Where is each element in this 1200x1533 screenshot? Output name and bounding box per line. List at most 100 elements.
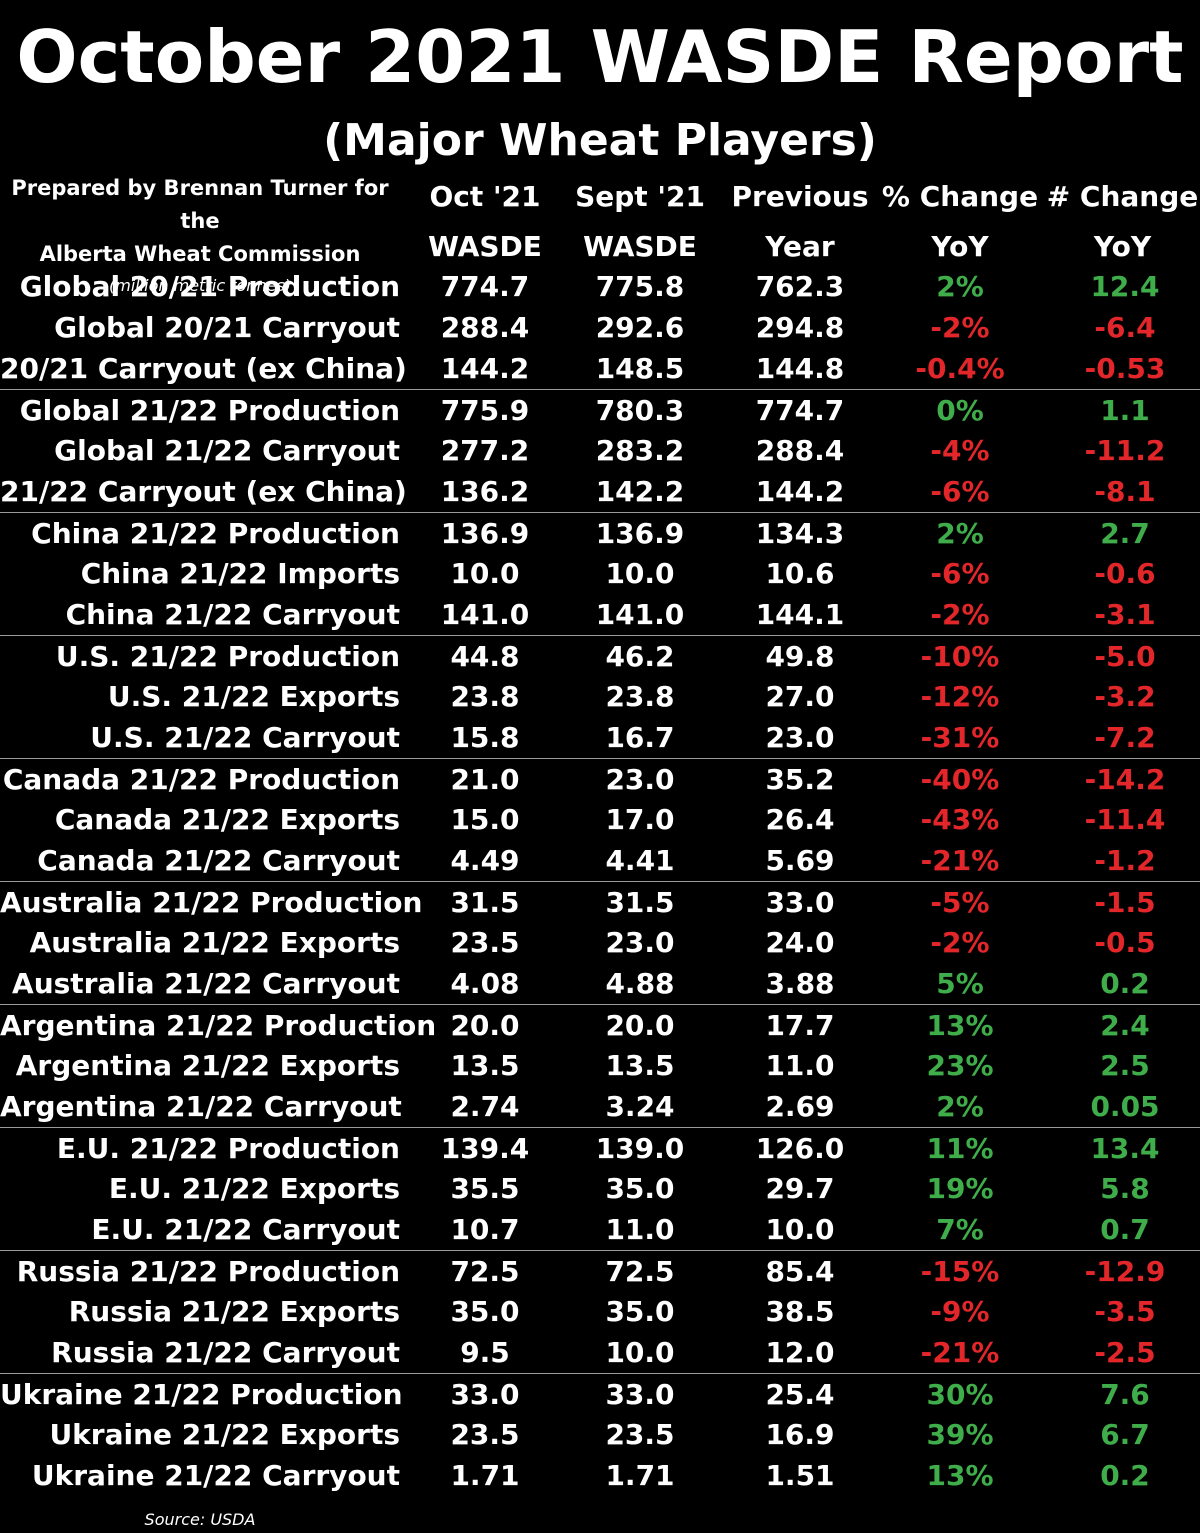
pct-change-value: -31% [920,721,1000,754]
num-change-value: -11.2 [1084,434,1166,467]
sept-wasde-value: 136.9 [595,517,685,550]
header-sept-line1: Sept '21 [575,180,705,213]
previous-year-value: 27.0 [765,680,835,713]
sept-wasde-value: 23.5 [605,1418,675,1451]
pct-change-value: -10% [920,640,1000,673]
table-row: China 21/22 Imports 10.0 10.0 10.6 -6% -0.6 [0,553,1200,594]
sept-wasde-value: 20.0 [605,1009,675,1042]
header-oct-line2: WASDE [428,230,542,263]
sept-wasde-value: 31.5 [605,886,675,919]
num-change-value: -6.4 [1094,311,1156,344]
pct-change-value: -15% [920,1255,1000,1288]
previous-year-value: 134.3 [755,517,845,550]
row-label: Ukraine 21/22 Carryout [31,1459,400,1492]
previous-year-value: 126.0 [755,1132,845,1165]
table-row: China 21/22 Carryout 141.0 141.0 144.1 -2% -3… [0,594,1200,635]
table-row: Global 20/21 Production 774.7 775.8 762.3 2%… [0,266,1200,307]
sept-wasde-value: 23.0 [605,763,675,796]
table-row: E.U. 21/22 Carryout 10.7 11.0 10.0 7% 0.7 [0,1209,1200,1250]
pct-change-value: -2% [930,311,990,344]
previous-year-value: 17.7 [765,1009,835,1042]
num-change-value: 12.4 [1090,270,1160,303]
table-row: Australia 21/22 Carryout 4.08 4.88 3.88 5% 0.… [0,963,1200,1004]
row-label: Russia 21/22 Carryout [51,1336,400,1369]
table-row: Argentina 21/22 Exports 13.5 13.5 11.0 23% 2.… [0,1045,1200,1086]
header-sept-line2: WASDE [583,230,697,263]
previous-year-value: 38.5 [765,1295,835,1328]
header-sept-wasde: Sept '21 WASDE [570,172,710,272]
oct-wasde-value: 31.5 [450,886,520,919]
table-row: Argentina 21/22 Carryout 2.74 3.24 2.69 2% 0.… [0,1086,1200,1127]
oct-wasde-value: 15.0 [450,803,520,836]
oct-wasde-value: 10.0 [450,557,520,590]
oct-wasde-value: 23.5 [450,1418,520,1451]
header-previous-year: Previous Year [730,172,870,272]
header-num-change: # Change YoY [1045,172,1200,272]
pct-change-value: 2% [936,517,984,550]
header-num-line2: YoY [1093,230,1152,263]
sept-wasde-value: 1.71 [605,1459,675,1492]
oct-wasde-value: 136.2 [440,475,530,508]
previous-year-value: 23.0 [765,721,835,754]
table-row: China 21/22 Production 136.9 136.9 134.3 2% 2… [0,512,1200,553]
oct-wasde-value: 35.0 [450,1295,520,1328]
row-label: Australia 21/22 Exports [29,926,400,959]
num-change-value: 13.4 [1090,1132,1160,1165]
row-label: Ukraine 21/22 Production [0,1378,403,1411]
pct-change-value: -9% [930,1295,990,1328]
table-row: Global 21/22 Carryout 277.2 283.2 288.4 -4% -… [0,430,1200,471]
row-label: Global 20/21 Production [19,270,400,303]
oct-wasde-value: 774.7 [440,270,530,303]
num-change-value: -11.4 [1084,803,1166,836]
previous-year-value: 49.8 [765,640,835,673]
num-change-value: -14.2 [1084,763,1166,796]
num-change-value: 0.2 [1100,1459,1150,1492]
sept-wasde-value: 11.0 [605,1213,675,1246]
sept-wasde-value: 23.8 [605,680,675,713]
previous-year-value: 144.2 [755,475,845,508]
table-row: E.U. 21/22 Exports 35.5 35.0 29.7 19% 5.8 [0,1168,1200,1209]
previous-year-value: 10.6 [765,557,835,590]
num-change-value: -1.2 [1094,844,1156,877]
row-label: Canada 21/22 Production [2,763,400,796]
oct-wasde-value: 72.5 [450,1255,520,1288]
previous-year-value: 12.0 [765,1336,835,1369]
pct-change-value: 7% [936,1213,984,1246]
header-prev-line2: Year [765,230,835,263]
pct-change-value: -2% [930,926,990,959]
sept-wasde-value: 141.0 [595,598,685,631]
table-row: Australia 21/22 Production 31.5 31.5 33.0 -5… [0,881,1200,922]
previous-year-value: 2.69 [765,1090,835,1123]
sept-wasde-value: 3.24 [605,1090,675,1123]
num-change-value: 0.2 [1100,967,1150,1000]
previous-year-value: 29.7 [765,1172,835,1205]
oct-wasde-value: 775.9 [440,394,530,427]
sept-wasde-value: 4.41 [605,844,675,877]
row-label: U.S. 21/22 Carryout [90,721,400,754]
num-change-value: 0.05 [1090,1090,1160,1123]
row-label: Russia 21/22 Production [16,1255,400,1288]
table-row: Australia 21/22 Exports 23.5 23.0 24.0 -2% -0… [0,922,1200,963]
pct-change-value: 30% [926,1378,994,1411]
num-change-value: -3.2 [1094,680,1156,713]
previous-year-value: 25.4 [765,1378,835,1411]
pct-change-value: -0.4% [915,352,1005,385]
table-row: U.S. 21/22 Carryout 15.8 16.7 23.0 -31% -7.2 [0,717,1200,758]
row-label: Global 21/22 Carryout [54,434,400,467]
row-label: Argentina 21/22 Exports [15,1049,400,1082]
previous-year-value: 774.7 [755,394,845,427]
oct-wasde-value: 35.5 [450,1172,520,1205]
num-change-value: -12.9 [1084,1255,1166,1288]
previous-year-value: 26.4 [765,803,835,836]
pct-change-value: 2% [936,1090,984,1123]
pct-change-value: -6% [930,557,990,590]
header-pct-line2: YoY [931,230,989,263]
table-row: E.U. 21/22 Production 139.4 139.0 126.0 11% 1… [0,1127,1200,1168]
oct-wasde-value: 44.8 [450,640,520,673]
table-row: Ukraine 21/22 Carryout 1.71 1.71 1.51 13% 0.2 [0,1455,1200,1496]
previous-year-value: 5.69 [765,844,835,877]
header-pct-line1: % Change [881,180,1039,213]
num-change-value: 6.7 [1100,1418,1150,1451]
sept-wasde-value: 148.5 [595,352,685,385]
table-row: Canada 21/22 Exports 15.0 17.0 26.4 -43% -11.… [0,799,1200,840]
